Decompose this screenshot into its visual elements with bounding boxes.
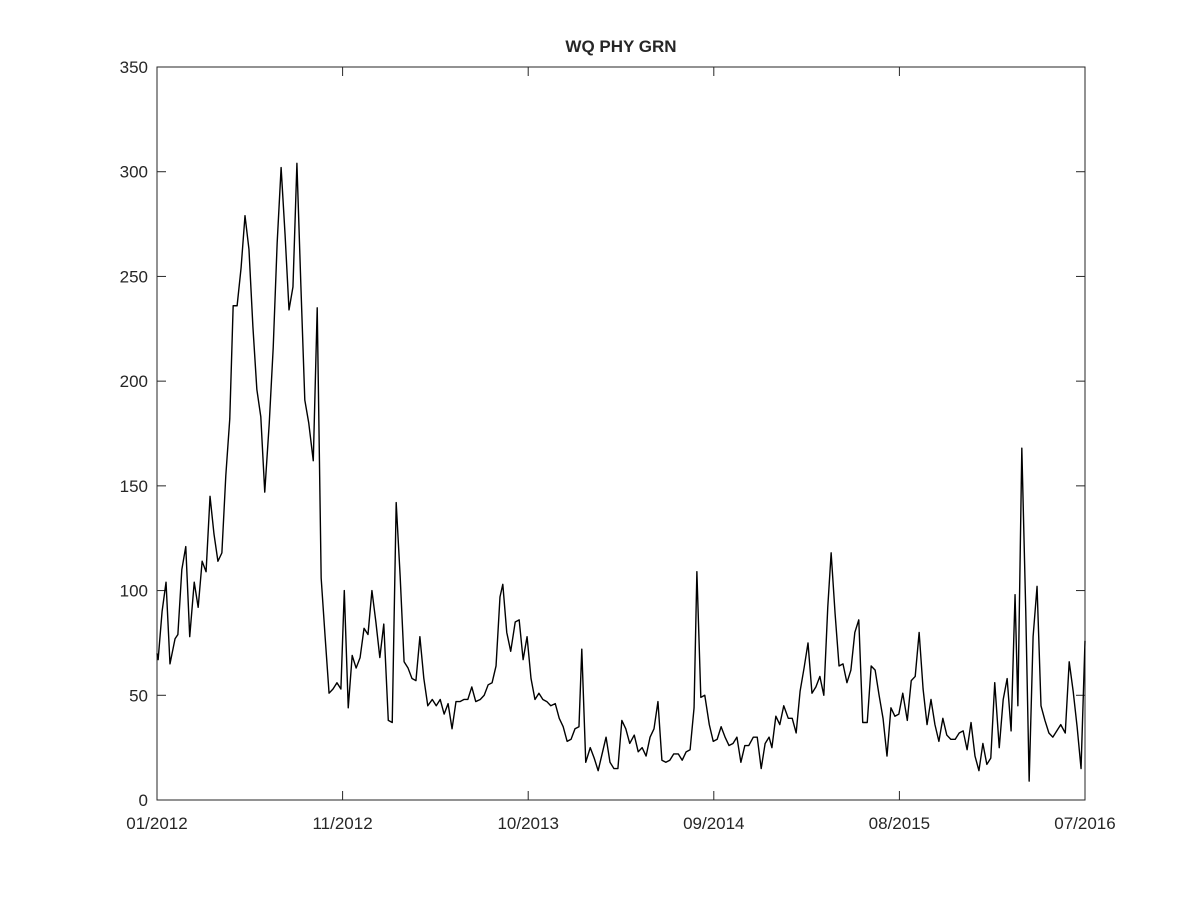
- y-tick-label: 250: [120, 267, 148, 286]
- y-tick-label: 100: [120, 582, 148, 601]
- x-tick-label: 09/2014: [683, 814, 744, 833]
- x-tick-label: 11/2012: [312, 814, 372, 833]
- x-tick-label: 07/2016: [1054, 814, 1115, 833]
- x-tick-label: 10/2013: [497, 814, 558, 833]
- y-tick-label: 300: [120, 163, 148, 182]
- data-line: [156, 162, 1086, 782]
- x-tick-label: 08/2015: [869, 814, 930, 833]
- y-tick-label: 0: [139, 791, 148, 810]
- x-tick-label: 01/2012: [126, 814, 187, 833]
- axes-box: [156, 66, 1086, 801]
- y-tick-label: 150: [120, 477, 148, 496]
- y-tick-label: 50: [129, 686, 148, 705]
- y-tick-label: 200: [120, 372, 148, 391]
- chart-title: WQ PHY GRN: [565, 37, 676, 56]
- y-tick-label: 350: [120, 58, 148, 77]
